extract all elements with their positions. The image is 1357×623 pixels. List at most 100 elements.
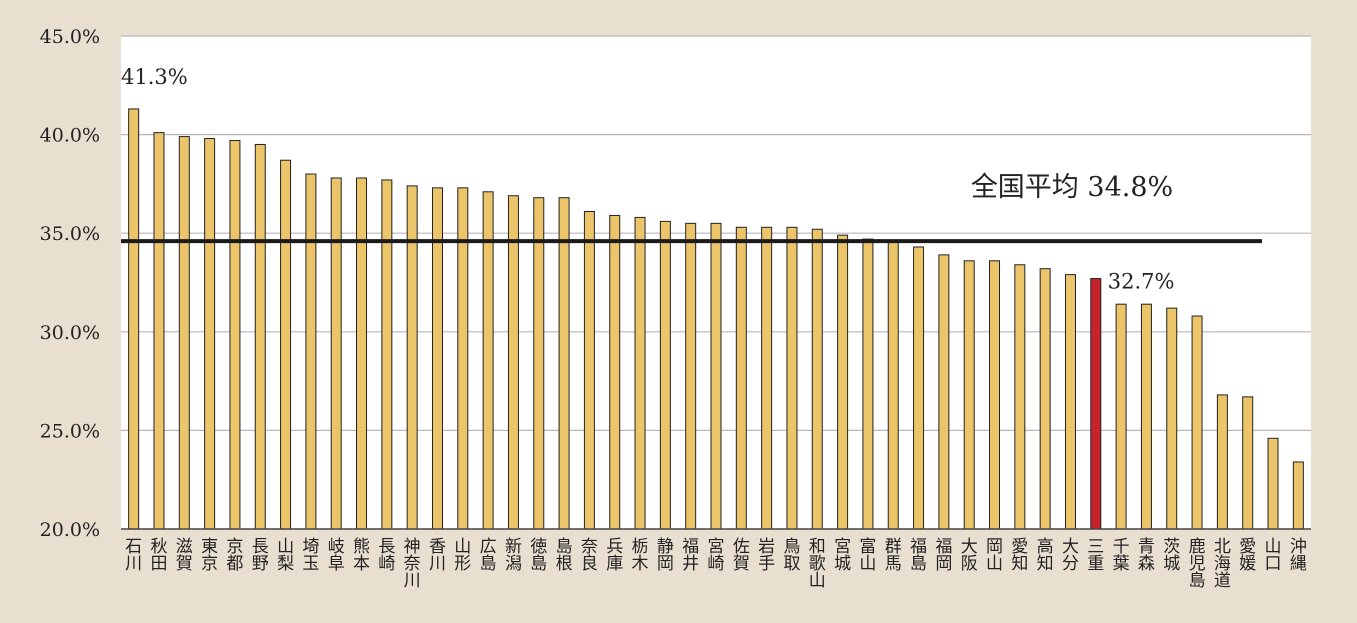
x-tick-label: 和歌山: [809, 537, 826, 591]
bar-沖縄: [1292, 461, 1304, 530]
y-tick-label: 20.0%: [40, 519, 100, 541]
x-tick-label: 山形: [454, 537, 471, 574]
bar-熊本: [356, 177, 368, 530]
bar-埼玉: [305, 173, 317, 530]
x-tick-label: 滋賀: [176, 537, 193, 574]
x-tick-label: 広島: [480, 537, 497, 574]
bar-宮城: [837, 234, 849, 530]
bar-兵庫: [609, 214, 621, 530]
bar-鳥取: [786, 226, 798, 530]
bar-福島: [913, 246, 925, 530]
bar-徳島: [533, 197, 545, 530]
x-tick-label: 奈良: [581, 537, 598, 574]
x-tick-label: 愛知: [1011, 537, 1028, 574]
bar-島根: [558, 197, 570, 530]
bar-山形: [457, 187, 469, 530]
bar-和歌山: [811, 228, 823, 530]
x-tick-label: 埼玉: [302, 537, 319, 574]
bar-北海道: [1216, 394, 1228, 530]
bar-神奈川: [406, 185, 418, 530]
x-tick-label: 栃木: [632, 537, 649, 574]
x-tick-label: 京都: [226, 537, 243, 574]
bar-岐阜: [330, 177, 342, 530]
x-tick-label: 静岡: [657, 537, 674, 574]
top-bar-value-label: 41.3%: [121, 65, 188, 89]
bar-長崎: [381, 179, 393, 530]
x-tick-label: 岩手: [758, 537, 775, 574]
bar-千葉: [1115, 303, 1127, 530]
x-tick-label: 東京: [201, 537, 218, 574]
y-tick-label: 30.0%: [40, 322, 100, 344]
x-tick-label: 岐阜: [328, 537, 345, 574]
bar-石川: [128, 108, 140, 530]
x-tick-label: 熊本: [353, 537, 370, 574]
x-tick-label: 三重: [1087, 537, 1104, 574]
x-tick-label: 福島: [910, 537, 927, 574]
bar-京都: [229, 140, 241, 530]
bar-香川: [431, 187, 443, 530]
bar-群馬: [887, 240, 899, 530]
bar-福井: [685, 222, 697, 530]
bar-滋賀: [178, 136, 190, 530]
x-tick-label: 鹿児島: [1189, 537, 1206, 591]
bar-奈良: [583, 211, 595, 530]
x-tick-label: 大阪: [961, 537, 978, 574]
x-tick-label: 鳥取: [783, 537, 800, 574]
x-tick-label: 兵庫: [606, 537, 623, 574]
x-tick-label: 福井: [682, 537, 699, 574]
x-tick-label: 岡山: [986, 537, 1003, 574]
bar-佐賀: [735, 226, 747, 530]
bar-愛媛: [1242, 396, 1254, 530]
y-tick-label: 40.0%: [40, 125, 100, 147]
x-tick-label: 千葉: [1113, 537, 1130, 574]
x-tick-label: 山梨: [277, 537, 294, 574]
bar-宮崎: [710, 222, 722, 530]
bar-青森: [1140, 303, 1152, 530]
bar-三重: [1090, 278, 1102, 530]
x-tick-label: 長崎: [378, 537, 395, 574]
bar-茨城: [1166, 307, 1178, 530]
x-tick-label: 群馬: [885, 537, 902, 574]
x-tick-label: 佐賀: [733, 537, 750, 574]
y-axis-tick-labels: 45.0% 40.0% 35.0% 30.0% 25.0% 20.0%: [40, 26, 100, 541]
bar-大阪: [963, 260, 975, 530]
bar-秋田: [153, 132, 165, 530]
bar-長野: [254, 143, 266, 530]
bar-岡山: [989, 260, 1001, 530]
x-tick-label: 香川: [429, 537, 446, 574]
bar-東京: [204, 138, 216, 530]
x-tick-label: 徳島: [530, 537, 547, 574]
bar-鹿児島: [1191, 315, 1203, 530]
x-tick-label: 青森: [1138, 537, 1155, 574]
x-tick-label: 山口: [1265, 537, 1282, 574]
x-tick-label: 沖縄: [1290, 537, 1307, 574]
x-tick-label: 長野: [252, 537, 269, 574]
x-tick-label: 宮崎: [708, 537, 725, 574]
x-axis-category-labels: 石川秋田滋賀東京京都長野山梨埼玉岐阜熊本長崎神奈川香川山形広島新潟徳島島根奈良兵…: [125, 537, 1307, 591]
bar-福岡: [938, 254, 950, 530]
bar-栃木: [634, 216, 646, 530]
x-tick-label: 愛媛: [1239, 537, 1256, 574]
bar-富山: [862, 238, 874, 530]
bar-山口: [1267, 437, 1279, 530]
y-tick-label: 35.0%: [40, 223, 100, 245]
bar-高知: [1039, 268, 1051, 530]
x-tick-label: 茨城: [1163, 537, 1180, 574]
x-tick-label: 宮城: [834, 537, 851, 574]
highlight-bar-value-label: 32.7%: [1108, 270, 1175, 294]
national-average-label: 全国平均 34.8%: [971, 172, 1173, 203]
bar-愛知: [1014, 264, 1026, 530]
bar-岩手: [761, 226, 773, 530]
bar-新潟: [507, 195, 519, 530]
x-tick-label: 福岡: [935, 537, 952, 574]
bar-大分: [1064, 274, 1076, 530]
x-tick-label: 神奈川: [404, 537, 421, 591]
x-tick-label: 富山: [859, 537, 876, 574]
x-tick-label: 石川: [125, 537, 142, 574]
bar-静岡: [659, 220, 671, 530]
x-tick-label: 大分: [1062, 537, 1079, 574]
y-tick-label: 25.0%: [40, 420, 100, 442]
x-tick-label: 新潟: [505, 537, 522, 574]
